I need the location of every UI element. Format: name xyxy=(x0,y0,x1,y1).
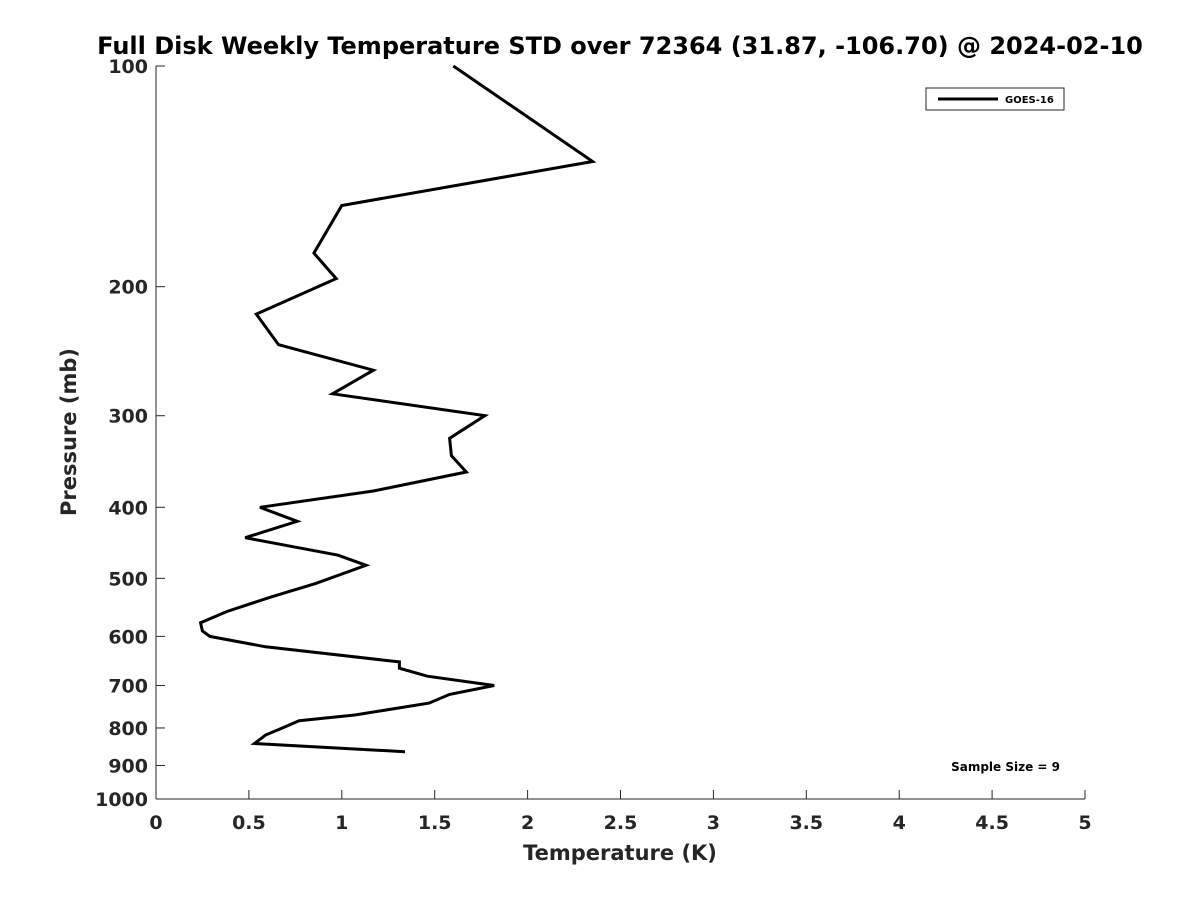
legend-label-goes-16: GOES-16 xyxy=(1005,95,1054,106)
y-tick-label: 900 xyxy=(108,755,148,777)
x-ticks: 0 0.5 1 1.5 2 2.5 3 3.5 4 4.5 5 xyxy=(149,790,1092,834)
y-tick-label: 800 xyxy=(108,718,148,740)
x-tick-label: 4.5 xyxy=(975,812,1009,834)
y-tick-label: 400 xyxy=(108,497,148,519)
x-tick-label: 2 xyxy=(521,812,534,834)
series-line-goes-16 xyxy=(198,64,597,754)
x-tick-label: 1 xyxy=(335,812,348,834)
x-tick-label: 3.5 xyxy=(789,812,823,834)
chart-title: Full Disk Weekly Temperature STD over 72… xyxy=(97,32,1143,60)
y-tick-label: 200 xyxy=(108,277,148,299)
legend: GOES-16 xyxy=(925,87,1065,111)
x-tick-label: 3 xyxy=(707,812,720,834)
x-tick-label: 0.5 xyxy=(232,812,266,834)
y-tick-label: 300 xyxy=(108,406,148,428)
plot-axes xyxy=(155,66,1085,800)
y-tick-label: 600 xyxy=(108,626,148,648)
x-tick-label: 1.5 xyxy=(418,812,452,834)
y-tick-label: 100 xyxy=(108,56,148,78)
x-tick-label: 0 xyxy=(149,812,162,834)
y-ticks: 100 200 300 400 500 600 700 800 900 1000 xyxy=(95,56,165,811)
x-tick-label: 5 xyxy=(1078,812,1091,834)
x-axis-label: Temperature (K) xyxy=(523,841,717,865)
y-tick-label: 700 xyxy=(108,675,148,697)
y-tick-label: 1000 xyxy=(95,789,148,811)
series-group xyxy=(198,64,597,754)
x-tick-label: 4 xyxy=(893,812,906,834)
x-tick-label: 2.5 xyxy=(604,812,638,834)
sample-size-annotation: Sample Size = 9 xyxy=(951,760,1060,774)
y-tick-label: 500 xyxy=(108,568,148,590)
y-axis-label: Pressure (mb) xyxy=(57,348,81,516)
